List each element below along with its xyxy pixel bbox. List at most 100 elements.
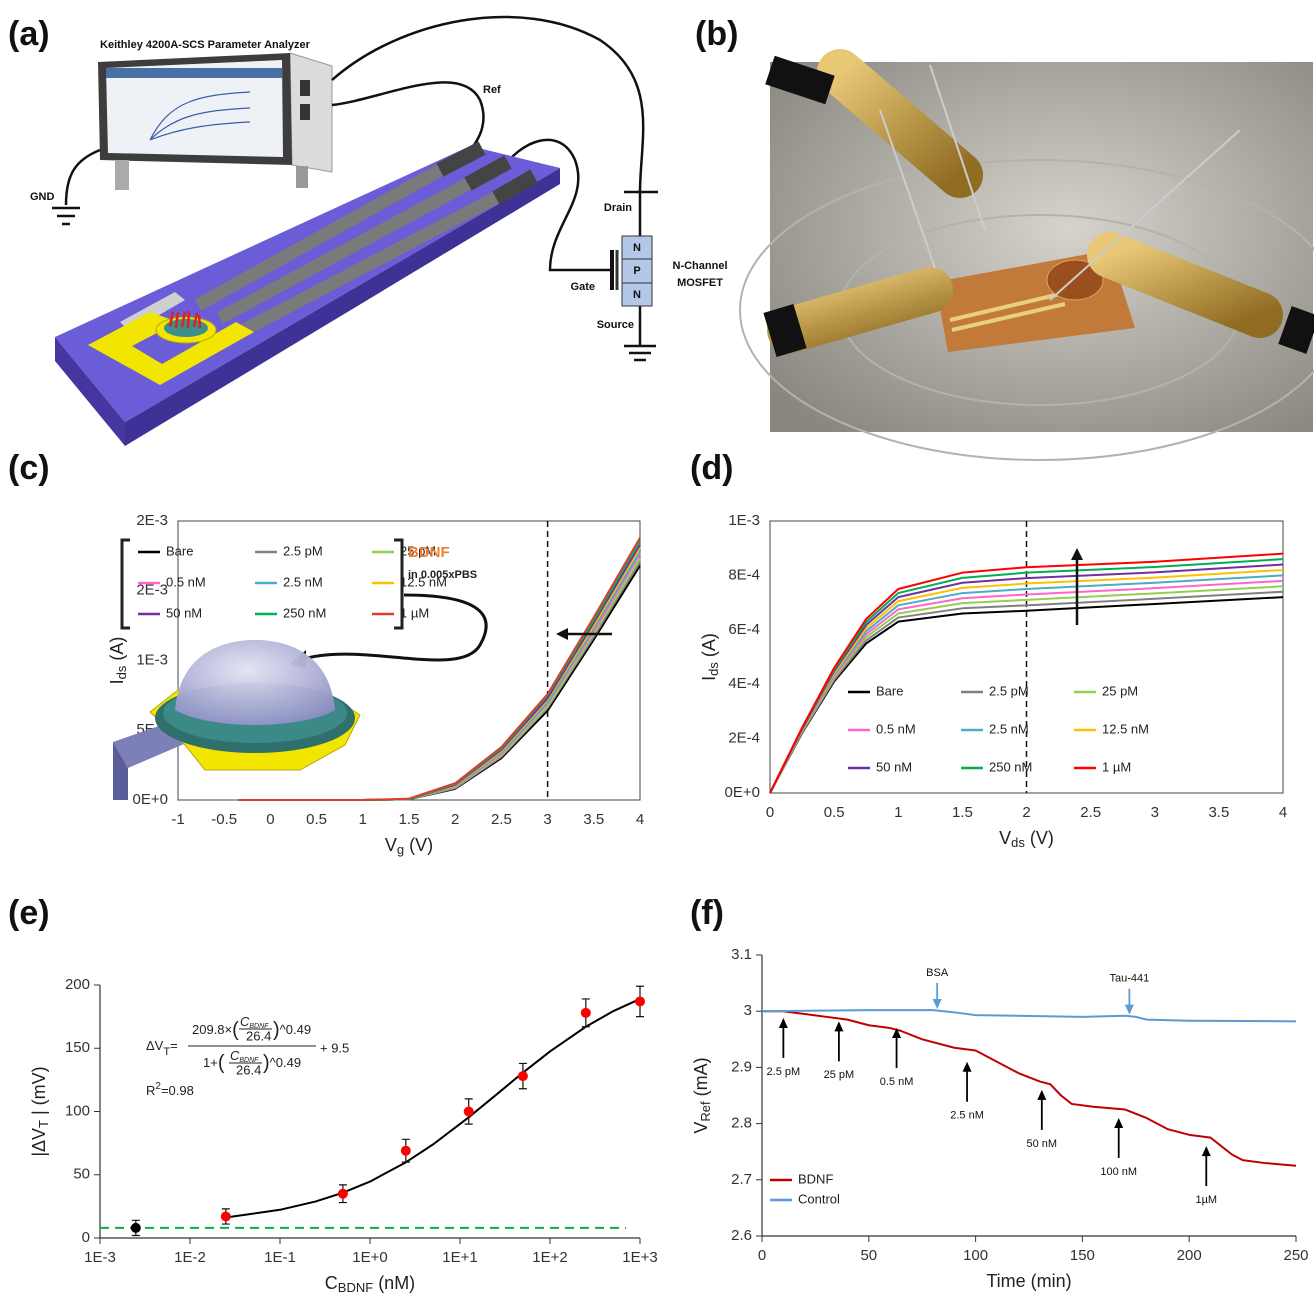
wires — [498, 138, 610, 272]
x-tick-label: 250 — [1283, 1247, 1308, 1264]
y-tick-label: 1E-3 — [728, 512, 760, 529]
equation-text: ^0.49 — [280, 1022, 311, 1037]
legend-label: 50 nM — [876, 759, 912, 774]
equation-text: ) — [273, 1019, 280, 1041]
legend-label: 2.5 pM — [283, 543, 323, 558]
chip — [492, 169, 538, 205]
photo — [929, 64, 986, 231]
chip — [88, 312, 254, 385]
photo — [763, 303, 807, 358]
n-region: N — [633, 289, 641, 301]
equation-text: C — [230, 1048, 240, 1063]
photo — [879, 109, 936, 269]
annotation-label: 2.5 pM — [767, 1066, 801, 1078]
equation-text: = — [170, 1038, 178, 1053]
axis-label-sub: ds — [1011, 835, 1025, 850]
analyzer — [106, 60, 283, 157]
source-label: Source — [597, 319, 634, 331]
legend-label: 1 µM — [1102, 759, 1131, 774]
legend-label: 50 nM — [166, 605, 202, 620]
axis-label-sub: g — [397, 842, 404, 857]
analyzer — [106, 68, 282, 78]
chip — [125, 168, 560, 446]
axis-label: |ΔVT | (mV) — [29, 1066, 52, 1156]
annotation-label: 25 pM — [824, 1069, 855, 1081]
chip — [436, 141, 486, 177]
data-line — [762, 1010, 1297, 1167]
equation-text: 209.8× — [192, 1022, 232, 1037]
panel-label: (e) — [8, 894, 50, 932]
legend-label: 2.5 nM — [283, 574, 323, 589]
y-tick-label: 200 — [65, 976, 90, 993]
axis-label-text: Time (min) — [986, 1271, 1071, 1291]
data-line — [238, 537, 641, 801]
x-tick-label: 3 — [1151, 804, 1159, 821]
chip — [464, 155, 512, 191]
mosfet — [621, 282, 653, 307]
data-point — [517, 1071, 528, 1082]
data-point — [337, 1188, 348, 1199]
analyzer — [98, 52, 333, 190]
x-tick-label: 3 — [543, 811, 551, 828]
y-tick-label: 1E-3 — [136, 651, 168, 668]
chip — [168, 310, 202, 329]
axis-label-text: I — [107, 679, 127, 684]
equation-text: ( — [218, 1052, 225, 1074]
axis-label-sub: ds — [114, 665, 129, 679]
legend-label: 12.5 nM — [400, 574, 447, 589]
inset-title: BDNF — [408, 544, 450, 561]
axis-label-unit: (nM) — [378, 1273, 415, 1293]
x-tick-label: 1E+0 — [352, 1249, 387, 1266]
equation-text: ) — [263, 1052, 270, 1074]
inset-c — [556, 628, 568, 640]
axis-label-sub: ds — [706, 662, 721, 676]
device-label: MOSFET — [677, 277, 723, 289]
equation-text: ^0.49 — [270, 1055, 301, 1070]
wires — [331, 15, 645, 193]
axis-label: Ids (A) — [107, 637, 130, 685]
photo — [767, 267, 953, 353]
legend-label: 1 µM — [400, 605, 429, 620]
y-tick-label: 0E+0 — [133, 791, 168, 808]
axis-label: VRef (mA) — [691, 1057, 714, 1133]
data-point — [400, 1145, 411, 1156]
y-tick-label: 6E-4 — [728, 621, 760, 638]
y-tick-label: 2.9 — [731, 1058, 752, 1075]
x-tick-label: 1E-2 — [174, 1249, 206, 1266]
wires — [331, 81, 485, 161]
equation-sub: BDNF — [249, 1023, 269, 1030]
analyzer — [289, 52, 333, 173]
x-tick-label: 4 — [636, 811, 644, 828]
legend-label: 250 nM — [989, 759, 1032, 774]
photo — [951, 302, 1066, 332]
arrow-head — [778, 1017, 788, 1028]
analyzer — [115, 160, 129, 190]
equation-lhs: ΔVT= — [146, 1038, 178, 1057]
wires — [64, 148, 101, 206]
equation-text: 1+ — [203, 1055, 218, 1070]
x-tick-label: 1E+2 — [532, 1249, 567, 1266]
annotation-label: 0.5 nM — [880, 1076, 914, 1088]
inset-c — [175, 640, 335, 725]
x-tick-label: 3.5 — [583, 811, 604, 828]
y-tick-label: 50 — [73, 1166, 90, 1183]
x-tick-label: 3.5 — [1208, 804, 1229, 821]
equation-sub: BDNF — [239, 1057, 259, 1064]
legend-label: BDNF — [798, 1171, 833, 1186]
wires — [624, 192, 656, 362]
axis-label-unit: (V) — [1030, 828, 1054, 848]
analyzer — [300, 104, 310, 120]
inset-c — [113, 742, 128, 800]
annotation-label: 1µM — [1195, 1194, 1217, 1206]
x-tick-label: -0.5 — [211, 811, 237, 828]
data-point — [463, 1106, 474, 1117]
instrument-label: Keithley 4200A-SCS Parameter Analyzer — [100, 39, 311, 51]
data-point — [220, 1211, 231, 1222]
photo — [1049, 129, 1241, 301]
x-tick-label: 2 — [451, 811, 459, 828]
data-point — [635, 996, 645, 1007]
legend-label: 0.5 nM — [876, 721, 916, 736]
drain-label: Drain — [604, 202, 632, 214]
r2-text: =0.98 — [161, 1083, 194, 1098]
x-tick-label: 1E-1 — [264, 1249, 296, 1266]
